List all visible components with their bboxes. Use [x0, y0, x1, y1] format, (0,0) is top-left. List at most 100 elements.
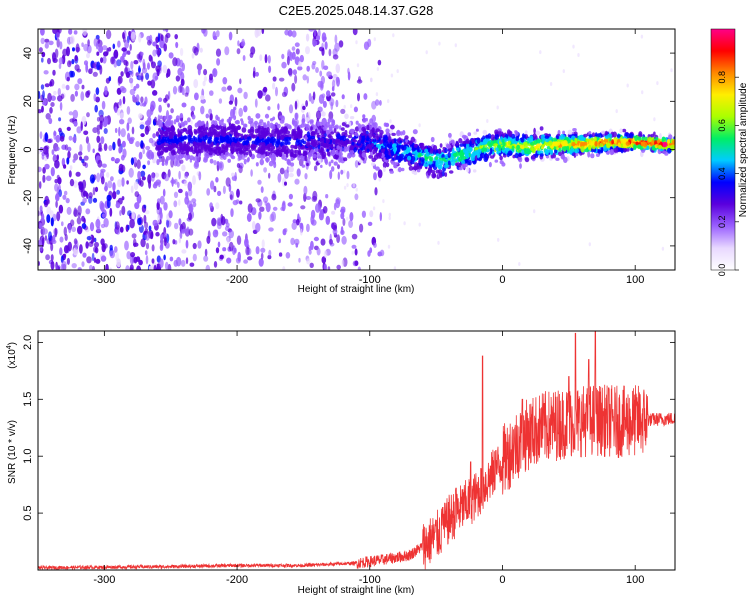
spectrogram-ridge-cell	[368, 125, 373, 130]
snr-xtick-label: -300	[93, 574, 115, 586]
spectrogram-ridge-cell	[271, 145, 276, 150]
spectrogram-noise-cell	[122, 96, 126, 105]
spectrogram-noise-cell	[425, 50, 428, 55]
spectrogram-noise-cell	[322, 100, 327, 108]
spectrogram-noise-cell	[347, 67, 350, 75]
spectrogram-noise-cell	[92, 265, 95, 270]
spectrogram-ridge-cell	[447, 151, 451, 159]
spectrogram-noise-cell	[257, 90, 263, 99]
colorbar-tick-label: 0.4	[717, 167, 727, 180]
spectrogram-ridge-cell	[382, 161, 387, 169]
spectrogram-ridge-cell	[444, 147, 448, 154]
spectrogram-noise-cell	[295, 218, 300, 226]
spectrogram-noise-cell	[76, 126, 82, 134]
spectrogram-noise-cell	[190, 120, 193, 125]
spectrogram-noise-cell	[95, 218, 101, 229]
spectrogram-noise-cell	[255, 246, 260, 255]
spectrogram-noise-cell	[342, 218, 346, 226]
spectrogram-noise-cell	[79, 244, 83, 254]
spectrogram-noise-cell	[145, 72, 150, 81]
spectrogram-noise-cell	[55, 264, 58, 270]
spectrogram-ridge-cell	[339, 139, 344, 145]
spectrogram-ridge-cell	[292, 120, 298, 127]
spectrogram-noise-cell	[359, 223, 364, 233]
spectrogram-noise-cell	[66, 257, 70, 265]
spectrogram-noise-cell	[320, 238, 326, 246]
spectrogram-noise-cell	[145, 232, 150, 241]
spectrogram-noise-cell	[41, 51, 46, 58]
spectrogram-ridge-cell	[463, 148, 466, 153]
spectrogram-noise-cell	[145, 145, 151, 151]
spectrogram-ridge-cell	[535, 130, 541, 136]
spectrogram-ridge-cell	[515, 135, 520, 142]
spectrogram-noise-cell	[71, 226, 76, 233]
spectrogram-ridge-cell	[179, 132, 183, 136]
spectrogram-ridge-cell	[461, 163, 467, 169]
spectrogram-noise-cell	[105, 263, 109, 270]
spectrogram-ridge-cell	[606, 150, 610, 155]
spectrogram-noise-cell	[175, 41, 179, 49]
spectrogram-noise-cell	[98, 45, 104, 53]
spectrogram-noise-cell	[130, 60, 134, 70]
spectrogram-noise-cell	[64, 144, 69, 151]
spectrogram-noise-cell	[337, 164, 340, 170]
spectrogram-ridge-cell	[344, 113, 349, 120]
spectrogram-ridge-cell	[193, 128, 197, 134]
spectrogram-noise-cell	[85, 241, 89, 249]
spectrogram-ridge-cell	[187, 124, 193, 131]
spectrogram-ridge-cell	[235, 146, 239, 152]
snr-plot-area	[38, 331, 675, 570]
spectrogram-ridge-cell	[216, 161, 220, 166]
spectrogram-ridge-cell	[580, 141, 584, 147]
spectrogram-ridge-cell	[258, 148, 263, 155]
spectrogram-ytick-label: 40	[22, 47, 34, 59]
spectrogram-noise-cell	[203, 68, 208, 76]
spectrogram-noise-cell	[158, 104, 162, 113]
spectrogram-ridge-cell	[207, 136, 212, 142]
spectrogram-ridge-cell	[518, 152, 523, 157]
spectrogram-ridge-cell	[507, 140, 511, 145]
spectrogram-noise-cell	[83, 217, 86, 224]
spectrogram-ridge-cell	[340, 127, 345, 131]
spectrogram-noise-cell	[228, 241, 234, 252]
spectrogram-noise-cell	[135, 94, 140, 103]
spectrogram-noise-cell	[52, 234, 56, 243]
spectrogram-ridge-cell	[213, 120, 218, 126]
spectrogram-noise-cell	[209, 73, 213, 81]
spectrogram-ridge-cell	[185, 147, 190, 153]
spectrogram-ridge-cell	[340, 169, 344, 175]
spectrogram-noise-cell	[239, 200, 243, 205]
spectrogram-ridge-cell	[208, 151, 213, 156]
spectrogram-ridge-cell	[455, 162, 458, 167]
spectrogram-noise-cell	[48, 40, 54, 46]
spectrogram-noise-cell	[74, 55, 78, 62]
spectrogram-ridge-cell	[195, 150, 201, 154]
spectrogram-noise-cell	[145, 255, 149, 265]
spectrogram-ridge-cell	[328, 126, 333, 132]
spectrogram-noise-cell	[82, 29, 88, 36]
spectrogram-ridge-cell	[245, 151, 249, 156]
spectrogram-noise-cell	[49, 107, 53, 114]
spectrogram-noise-cell	[92, 197, 98, 203]
spectrogram-ridge-cell	[558, 151, 562, 156]
spectrogram-noise-cell	[322, 206, 328, 214]
spectrogram-ridge-cell	[304, 117, 310, 122]
spectrogram-noise-cell	[349, 212, 354, 222]
spectrogram-noise-cell	[231, 172, 235, 177]
spectrogram-noise-cell	[99, 114, 104, 124]
spectrogram-noise-cell	[95, 96, 100, 103]
spectrogram-noise-cell	[224, 46, 230, 56]
snr-ytick-label: 1.0	[22, 449, 34, 464]
spectrogram-ridge-cell	[407, 155, 412, 161]
spectrogram-noise-cell	[258, 258, 264, 267]
spectrogram-noise-cell	[49, 210, 54, 218]
spectrogram-ridge-cell	[273, 138, 277, 143]
spectrogram-noise-cell	[159, 244, 164, 251]
spectrogram-noise-cell	[184, 191, 189, 197]
spectrogram-ridge-cell	[383, 135, 389, 142]
spectrogram-noise-cell	[83, 155, 89, 161]
spectrogram-noise-cell	[73, 120, 78, 127]
snr-xtick-label: -100	[359, 574, 381, 586]
spectrogram-noise-cell	[92, 127, 98, 134]
spectrogram-ridge-cell	[573, 145, 578, 149]
